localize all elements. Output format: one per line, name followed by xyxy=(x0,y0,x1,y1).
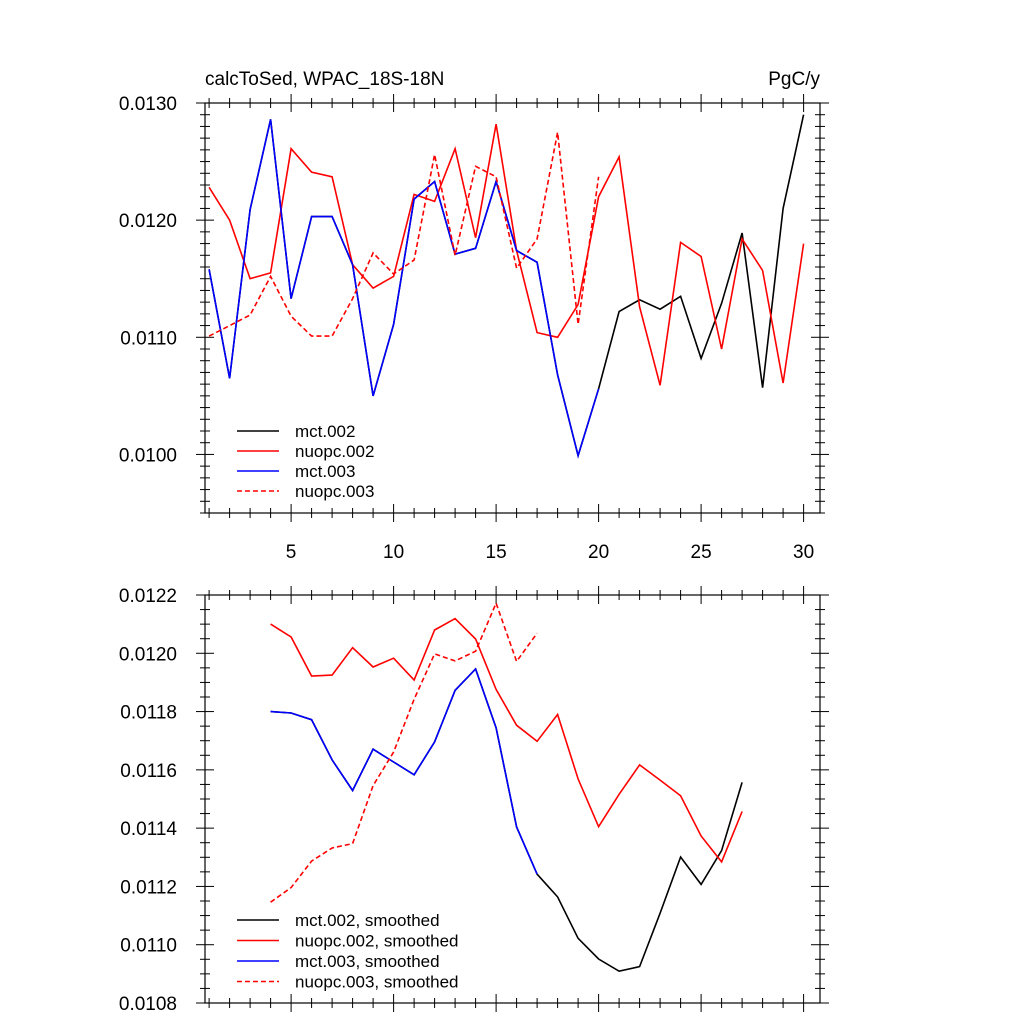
series-line-mct-003 xyxy=(208,119,600,459)
plot-frame xyxy=(204,102,821,514)
y-tick-label: 0.0116 xyxy=(120,761,177,782)
top-line-chart: 0.0100 0.0110 0.0120 0.0130 5 10 15 20 25 30 mct.0… xyxy=(119,94,829,563)
series-line-nuopc-003-smoothed xyxy=(270,600,538,903)
series-line-mct-003-smoothed xyxy=(270,667,538,875)
chart-units-label: PgC/y xyxy=(768,69,820,90)
legend-label: nuopc.002 xyxy=(295,442,374,461)
legend-label: nuopc.003, smoothed xyxy=(295,973,459,992)
x-tick-label: 20 xyxy=(588,542,609,563)
legend-label: mct.003, smoothed xyxy=(295,952,440,971)
chart-title-left: calcToSed, WPAC_18S-18N xyxy=(205,69,444,90)
legend-label: mct.003 xyxy=(295,462,355,481)
y-tick-label: 0.0108 xyxy=(119,994,177,1015)
series-line-nuopc-003 xyxy=(208,132,600,337)
series-line-nuopc-002 xyxy=(208,123,805,386)
y-tick-label: 0.0120 xyxy=(119,644,177,665)
x-tick-label: 10 xyxy=(383,542,404,563)
y-tick-label: 0.0130 xyxy=(119,94,177,115)
y-tick-label: 0.0118 xyxy=(120,703,177,724)
legend-label: nuopc.002, smoothed xyxy=(295,932,459,951)
x-tick-label: 5 xyxy=(286,542,297,563)
series-line-nuopc-002-smoothed xyxy=(270,617,743,864)
x-tick-label: 25 xyxy=(691,542,712,563)
y-tick-label: 0.0110 xyxy=(120,936,177,957)
y-tick-label: 0.0110 xyxy=(120,328,177,349)
y-tick-label: 0.0112 xyxy=(120,877,177,898)
series-line-mct-002 xyxy=(208,114,805,459)
y-tick-label: 0.0120 xyxy=(119,211,177,232)
bottom-line-chart: 0.0108 0.0110 0.0112 0.0114 0.0116 0.0118 0.01… xyxy=(119,586,829,1015)
y-tick-label: 0.0114 xyxy=(120,819,177,840)
legend-label: mct.002 xyxy=(295,422,355,441)
legend-label: mct.002, smoothed xyxy=(295,911,440,930)
y-tick-label: 0.0122 xyxy=(119,586,177,607)
legend-label: nuopc.003 xyxy=(295,482,374,501)
x-tick-label: 30 xyxy=(793,542,814,563)
x-tick-label: 15 xyxy=(486,542,507,563)
y-tick-label: 0.0100 xyxy=(119,445,177,466)
